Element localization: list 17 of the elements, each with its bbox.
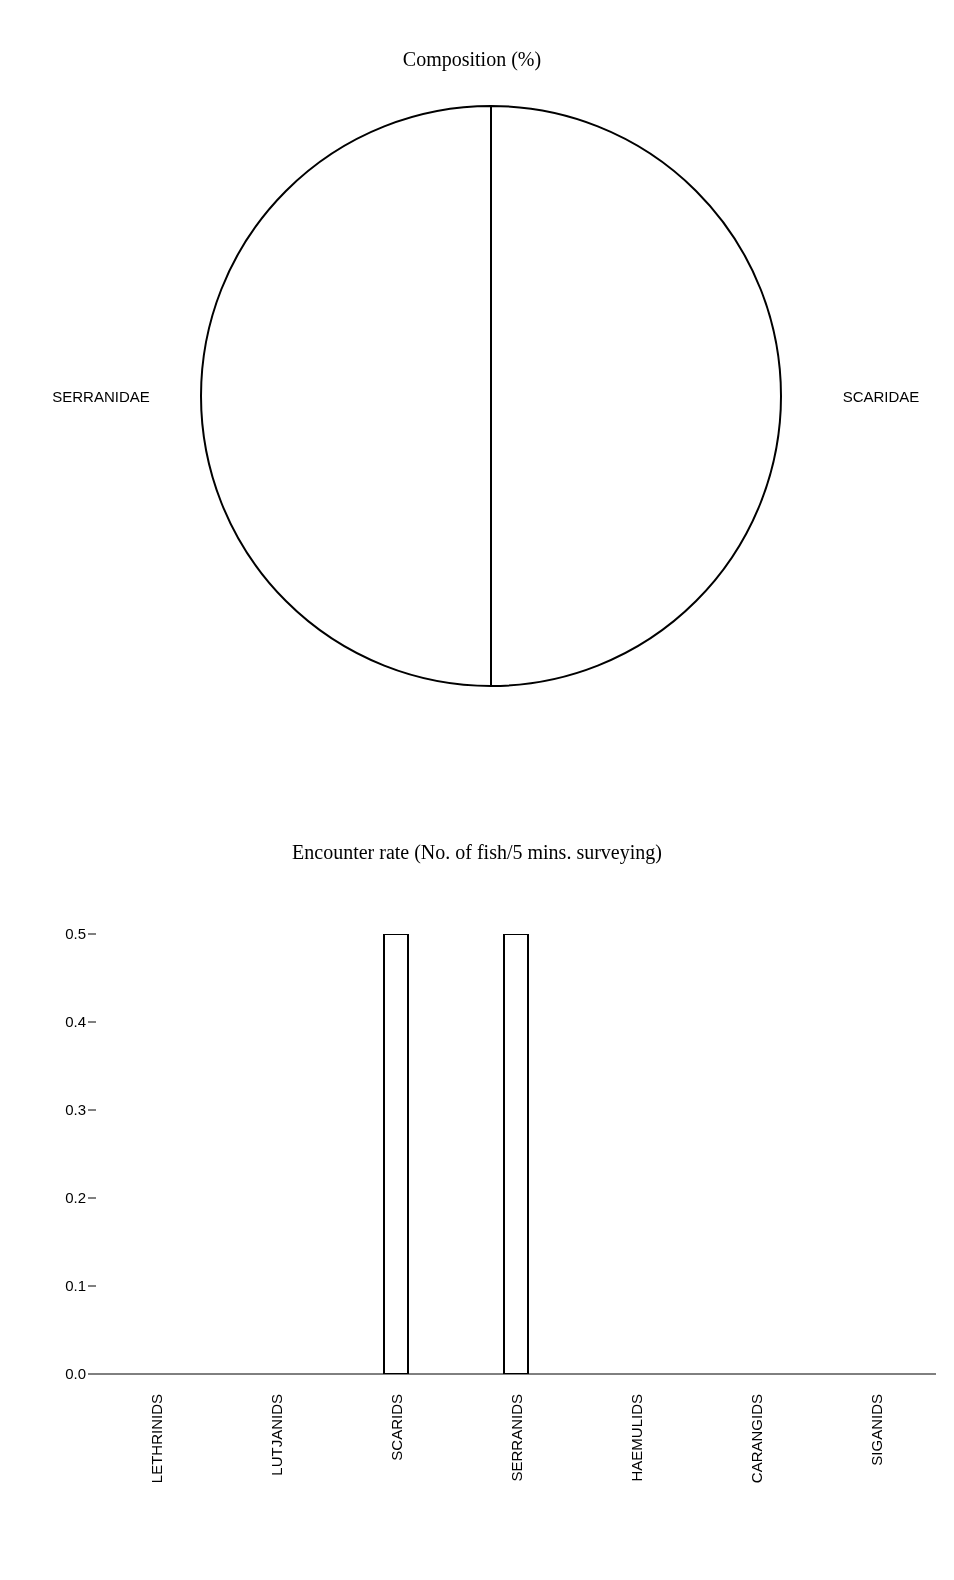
y-tick-label: 0.1 [65, 1277, 86, 1295]
x-tick-label: SERRANIDS [507, 1394, 525, 1482]
x-tick-label: CARANGIDS [747, 1394, 765, 1484]
y-tick-label: 0.5 [65, 925, 86, 943]
x-tick-label: SIGANIDS [867, 1394, 885, 1466]
y-tick-label: 0.2 [65, 1189, 86, 1207]
slice-label: SCARIDAE [842, 387, 920, 405]
x-tick-label: LUTJANIDS [267, 1394, 285, 1476]
x-tick-label: LETHRINIDS [147, 1394, 165, 1484]
x-tick-label: SCARIDS [387, 1394, 405, 1461]
x-tick-label: HAEMULIDS [627, 1394, 645, 1482]
slice-label: SERRANIDAE [52, 387, 150, 405]
y-tick-label: 0.0 [65, 1365, 86, 1383]
chart-title: Composition (%) [401, 47, 543, 71]
y-tick-label: 0.4 [65, 1013, 86, 1031]
y-tick-label: 0.3 [65, 1101, 86, 1119]
chart-title: Encounter rate (No. of fish/5 mins. surveying) [291, 841, 663, 864]
